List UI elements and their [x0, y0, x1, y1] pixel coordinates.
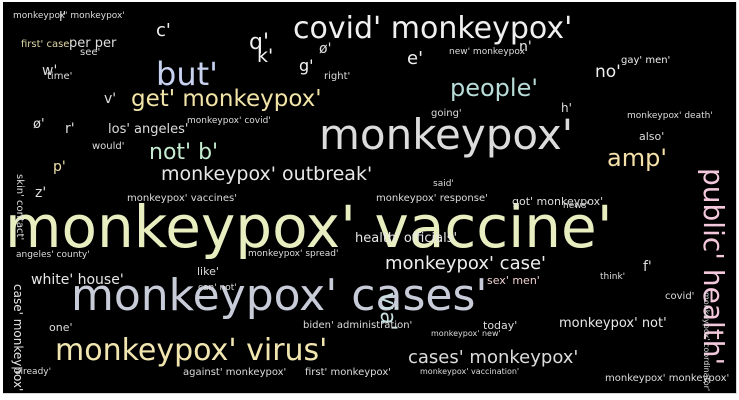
word-cloud-term: see'	[80, 47, 101, 58]
word-cloud-term: monkeypox' not'	[559, 316, 667, 331]
word-cloud-term: amp'	[607, 144, 667, 172]
word-cloud-term: e'	[407, 48, 424, 69]
word-cloud-term: monkeypox'	[319, 110, 574, 159]
word-cloud-term: can' not'	[198, 283, 237, 293]
word-cloud-term: news'	[563, 201, 589, 211]
word-cloud-term: per per	[69, 36, 117, 51]
word-cloud-term: monkeypox' death'	[627, 111, 713, 121]
word-cloud-term: new' monkeypox'	[449, 47, 528, 57]
word-cloud-term: k'	[257, 45, 274, 67]
word-cloud-term: l'	[59, 10, 67, 25]
word-cloud-term: h'	[561, 101, 572, 115]
word-cloud-term: but'	[156, 55, 218, 93]
word-cloud-term: q'	[249, 30, 270, 55]
word-cloud-term: c'	[156, 20, 171, 41]
word-cloud-term: got' monkeypox'	[512, 195, 604, 208]
word-cloud-term: monkeypox' monkeypox'	[13, 11, 125, 21]
word-cloud-term: monkeypox' response'	[376, 193, 488, 204]
word-cloud-term: los' angeles'	[108, 122, 189, 137]
word-cloud-term: get' monkeypox'	[131, 86, 322, 112]
word-cloud-term: ø'	[33, 117, 45, 132]
word-cloud-term: skin' contact'	[14, 174, 25, 241]
word-cloud-term: health' officials'	[355, 231, 458, 246]
word-cloud-term: also'	[639, 130, 665, 143]
word-cloud-term: one'	[49, 321, 73, 334]
word-cloud-term: case' monkeypox'	[11, 283, 25, 391]
word-cloud-term: time'	[47, 71, 73, 82]
word-cloud-term: people'	[450, 74, 538, 102]
word-cloud-term: gay' men'	[621, 55, 671, 66]
word-cloud-term: white' house'	[31, 272, 124, 288]
word-cloud-term: think'	[600, 272, 626, 282]
word-cloud-term: sex' men'	[487, 274, 540, 287]
word-cloud-term: g'	[299, 56, 314, 75]
word-cloud-term: monkeypox' case'	[385, 253, 546, 274]
word-cloud-term: monkeypox' vaccination'	[420, 367, 520, 376]
word-cloud-term: monkeypox' new'	[431, 329, 501, 338]
word-cloud-term: monkeypox' monkeypox'	[605, 373, 730, 384]
word-cloud-term: angeles' county'	[16, 250, 90, 260]
word-cloud-term: biden' administration'	[303, 320, 413, 331]
word-cloud-term: monkeypox' spread'	[248, 249, 339, 259]
word-cloud-term: z'	[35, 185, 47, 201]
word-cloud-term: v'	[104, 91, 117, 107]
word-cloud-term: p'	[53, 159, 66, 175]
word-cloud-term: would'	[92, 141, 125, 152]
word-cloud-term: already'	[15, 367, 52, 377]
word-cloud-term: no'	[595, 62, 621, 82]
word-cloud-term: monkeypox' virus'	[55, 333, 328, 368]
word-cloud-term: against' monkeypox'	[183, 367, 287, 378]
word-cloud-term: n'	[519, 39, 532, 55]
word-cloud-term: monkeypox' vaccine'	[5, 193, 613, 261]
word-cloud-term: monkeypox' cases'	[71, 270, 488, 321]
word-cloud-term: r'	[65, 121, 75, 137]
word-cloud-term: said'	[433, 179, 454, 189]
word-cloud-term: covid'	[665, 291, 695, 302]
word-cloud-term: first' case'	[21, 39, 73, 50]
word-cloud-term: covid' monkeypox'	[293, 11, 573, 46]
word-cloud-term: f'	[643, 259, 652, 275]
word-cloud-term: going'	[431, 108, 462, 119]
word-cloud: monkeypox' vaccine' monkeypox' cases' monk…	[3, 2, 737, 394]
word-cloud-term: today'	[483, 319, 518, 332]
word-cloud-term: right'	[324, 71, 351, 82]
word-cloud-term: w'	[42, 63, 58, 79]
word-cloud-term: first' monkeypox'	[305, 367, 391, 378]
word-cloud-term: cases' monkeypox'	[408, 347, 579, 368]
word-cloud-term: not' b'	[149, 140, 219, 165]
word-cloud-term: like'	[197, 265, 219, 278]
word-cloud-term: monkeypox' vaccines'	[127, 193, 237, 204]
word-cloud-term: monkeypox' outbreak'	[161, 163, 373, 185]
word-cloud-term: monkeypox' covid'	[187, 116, 271, 126]
word-cloud-term: ø'	[319, 41, 332, 57]
